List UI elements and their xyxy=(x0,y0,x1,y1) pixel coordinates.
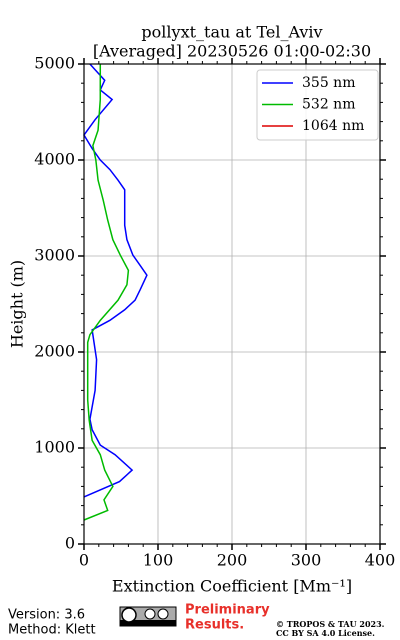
y-tick-label: 0 xyxy=(65,534,75,553)
preliminary-note: Results. xyxy=(185,618,244,633)
y-tick-label: 3000 xyxy=(34,246,75,265)
plot-frame xyxy=(83,63,381,545)
profile-line xyxy=(83,64,130,521)
copyright: © TROPOS & TAU 2023. xyxy=(276,619,385,629)
x-tick-label: 400 xyxy=(365,551,396,570)
legend-label: 1064 nm xyxy=(302,118,364,134)
method: Method: Klett xyxy=(8,623,96,638)
y-tick-label: 4000 xyxy=(34,150,75,169)
profile-line xyxy=(83,63,148,498)
x-tick-label: 300 xyxy=(291,551,322,570)
chart-subtitle: [Averaged] 20230526 01:00-02:30 xyxy=(93,42,371,61)
x-tick-label: 100 xyxy=(143,551,174,570)
y-tick-label: 1000 xyxy=(34,438,75,457)
license: CC BY SA 4.0 License. xyxy=(276,628,375,638)
y-tick-label: 5000 xyxy=(34,54,75,73)
y-tick-label: 2000 xyxy=(34,342,75,361)
legend: 355 nm 532 nm 1064 nm xyxy=(256,69,379,141)
legend-label: 532 nm xyxy=(302,97,355,113)
chart-title: pollyxt_tau at Tel_Aviv xyxy=(141,23,322,42)
x-tick-label: 200 xyxy=(217,551,248,570)
x-tick-label: 0 xyxy=(79,551,89,570)
x-axis-label: Extinction Coefficient [Mm⁻¹] xyxy=(112,577,352,596)
legend-label: 355 nm xyxy=(302,75,355,91)
version: Version: 3.6 xyxy=(8,608,85,623)
cc-logo xyxy=(119,606,177,627)
legend-box xyxy=(256,69,379,141)
preliminary-note: Preliminary xyxy=(185,603,270,618)
y-axis-label: Height (m) xyxy=(8,260,27,348)
